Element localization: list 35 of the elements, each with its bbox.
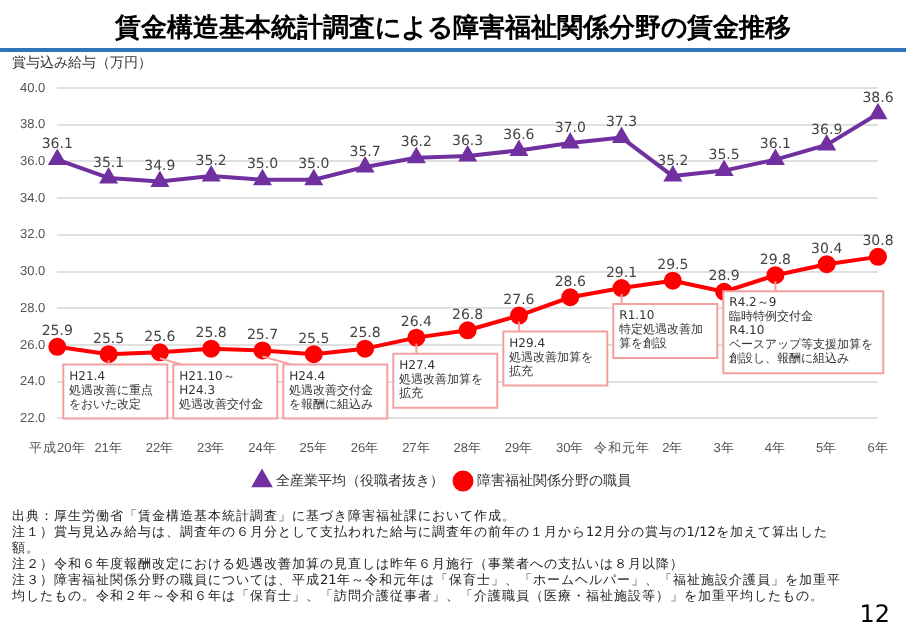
point xyxy=(356,339,375,358)
point xyxy=(869,104,887,120)
point xyxy=(459,146,476,162)
point xyxy=(305,170,322,186)
point xyxy=(48,337,67,356)
point xyxy=(612,279,631,298)
point xyxy=(150,343,169,362)
point xyxy=(304,345,323,364)
point xyxy=(716,161,733,177)
point xyxy=(561,288,580,307)
text: 12 xyxy=(859,600,890,628)
point xyxy=(202,339,221,358)
point xyxy=(663,271,682,290)
point xyxy=(818,135,835,151)
point xyxy=(664,167,681,182)
point xyxy=(151,172,168,188)
chart-title: 賃金構造基本統計調査による障害福祉関係分野の賃金推移 xyxy=(0,0,906,52)
point xyxy=(357,157,374,173)
point xyxy=(766,266,785,285)
point xyxy=(100,168,117,184)
point xyxy=(613,128,630,144)
point xyxy=(254,170,271,186)
point xyxy=(458,321,477,340)
point xyxy=(562,134,579,149)
point xyxy=(869,247,887,266)
point xyxy=(203,167,220,182)
point xyxy=(407,328,426,347)
point xyxy=(99,345,118,364)
point xyxy=(817,255,836,274)
point xyxy=(253,341,272,360)
point xyxy=(49,150,66,166)
point xyxy=(510,141,528,156)
point xyxy=(408,148,425,164)
point xyxy=(509,306,528,325)
point xyxy=(767,150,784,166)
